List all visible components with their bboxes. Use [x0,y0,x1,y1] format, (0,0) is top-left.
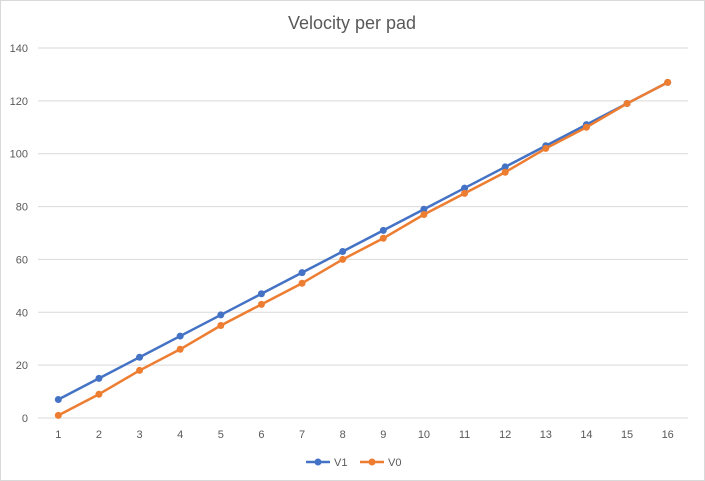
x-axis-ticks: 1 2 3 4 5 6 7 8 9 10 11 12 13 14 15 16 [55,429,674,441]
data-point [420,205,428,213]
data-point [379,234,387,242]
data-point [217,311,225,319]
legend: V1 V0 [306,457,401,469]
data-point [664,78,672,86]
data-point [95,390,103,398]
x-tick-label: 16 [662,429,674,441]
x-tick-label: 1 [55,429,61,441]
y-tick-label: 140 [10,43,28,55]
y-tick-label: 0 [22,413,28,425]
x-tick-label: 4 [177,429,183,441]
data-point [461,184,469,192]
y-tick-label: 100 [10,149,28,161]
legend-label: V0 [388,457,401,469]
x-tick-label: 8 [340,429,346,441]
y-tick-label: 120 [10,96,28,108]
series-line [57,81,669,417]
x-tick-label: 6 [258,429,264,441]
y-axis-ticks: 0 20 40 60 80 100 120 140 [10,43,28,425]
series-v0 [54,78,672,419]
x-tick-label: 12 [499,429,511,441]
x-tick-label: 7 [299,429,305,441]
data-point [623,100,631,107]
data-point [339,255,347,263]
y-tick-label: 80 [16,202,28,214]
x-tick-label: 9 [380,429,386,441]
x-tick-label: 14 [580,429,592,441]
y-tick-label: 60 [16,254,28,266]
x-tick-label: 13 [540,429,552,441]
legend-label: V1 [334,457,347,469]
data-point [461,189,469,197]
legend-swatch-marker [368,458,376,466]
data-point [136,366,144,374]
data-point [95,374,103,382]
data-point [501,168,509,176]
chart-title: Velocity per pad [288,13,416,33]
x-tick-label: 3 [137,429,143,441]
data-point [176,332,184,340]
series-v1 [54,78,672,403]
legend-swatch-marker [314,458,322,466]
data-point [379,226,387,234]
data-point [501,163,509,171]
data-point [298,279,306,287]
series-line [57,81,669,401]
data-point [54,396,62,403]
y-tick-label: 40 [16,307,28,319]
series-group [54,78,672,419]
y-tick-label: 20 [16,360,28,372]
data-point [582,123,590,131]
data-point [136,353,144,361]
data-point [257,300,265,308]
data-point [54,411,62,419]
data-point [542,144,550,152]
gridlines [38,47,688,419]
x-tick-label: 11 [459,429,470,441]
data-point [298,269,306,277]
data-point [420,211,428,218]
data-point [176,345,184,353]
data-point [257,290,265,298]
legend-item-v0: V0 [360,457,401,469]
x-tick-label: 2 [96,429,102,441]
data-point [339,248,347,255]
x-tick-label: 15 [621,429,633,441]
legend-item-v1: V1 [306,457,347,469]
x-tick-label: 5 [218,429,224,441]
x-tick-label: 10 [418,429,430,441]
data-point [217,322,225,329]
